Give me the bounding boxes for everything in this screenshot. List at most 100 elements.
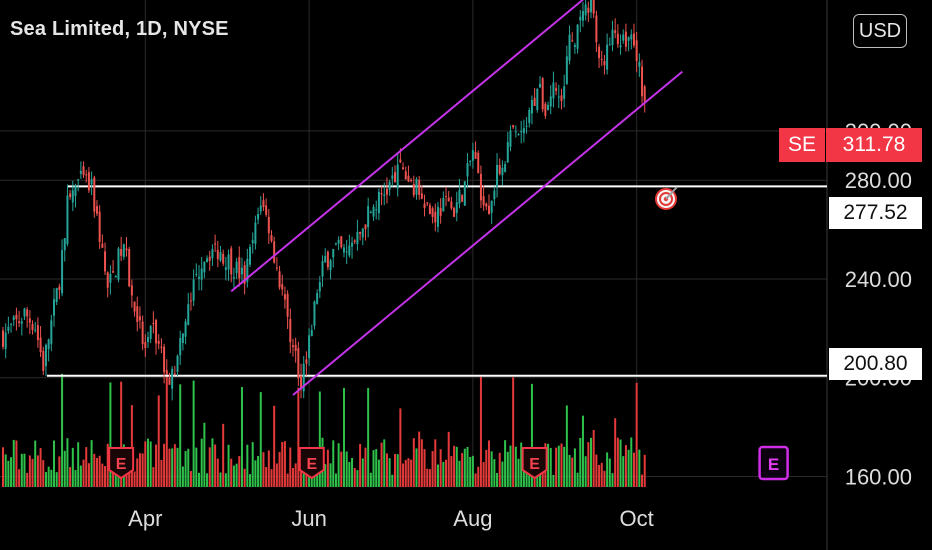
candle-body [106, 272, 109, 288]
volume-bar [458, 460, 461, 487]
volume-bar [4, 454, 7, 487]
candle-body [63, 238, 66, 251]
candle-body [165, 370, 168, 374]
time-axis[interactable]: Apr Jun Aug Oct [128, 506, 654, 531]
candle-body [15, 314, 18, 320]
candle-body [372, 207, 375, 217]
volume-bar [555, 447, 558, 487]
candle-body [141, 321, 144, 345]
earnings-marker[interactable] [521, 447, 548, 480]
volume-bar [581, 415, 584, 487]
candle-body [461, 195, 464, 202]
candle-body [184, 321, 187, 337]
upcoming-earnings-marker[interactable] [758, 445, 789, 481]
candle-body [375, 209, 378, 211]
volume-bar [630, 437, 633, 487]
volume-bar [36, 455, 39, 487]
volume-bar [184, 451, 187, 487]
volume-bar [104, 466, 107, 487]
candle-body [541, 78, 544, 110]
candle-body [552, 82, 555, 99]
candle-body [122, 244, 125, 257]
candle-body [160, 346, 163, 348]
volume-bar [93, 453, 96, 487]
candle-body [514, 131, 517, 133]
volume-bar [367, 388, 370, 487]
volume-bar [82, 459, 85, 487]
resistance-level-label[interactable]: 277.52 [829, 197, 922, 229]
candle-body [367, 206, 370, 228]
volume-bar [520, 442, 523, 487]
candle-body [522, 128, 525, 134]
volume-bar [611, 473, 614, 487]
candle-body [257, 213, 260, 220]
volume-bar [571, 457, 574, 487]
volume-bar [474, 473, 477, 487]
candle-body [334, 243, 337, 245]
candle-body [305, 359, 308, 364]
volume-bar [420, 439, 423, 487]
candle-body [436, 206, 439, 227]
candle-body [138, 316, 141, 321]
candle-body [171, 368, 174, 389]
candle-body [200, 268, 203, 280]
candle-body [69, 193, 72, 197]
volume-bar [47, 466, 50, 487]
candle-body [224, 267, 227, 270]
volume-bar [410, 459, 413, 487]
volume-bar [439, 449, 442, 487]
volume-bar [496, 473, 499, 487]
volume-bar [514, 446, 517, 487]
candle-body [632, 33, 635, 46]
support-level-label[interactable]: 200.80 [829, 348, 922, 380]
time-axis-tick: Jun [291, 506, 326, 531]
volume-bar [160, 459, 163, 487]
earnings-marker[interactable] [298, 447, 325, 480]
candle-body [278, 271, 281, 288]
candle-body [50, 320, 53, 344]
volume-bar [547, 443, 550, 487]
volume-bar [318, 391, 321, 487]
channel-lower-line[interactable] [292, 70, 683, 396]
trend-channel[interactable] [230, 0, 683, 396]
volume-bar [380, 442, 383, 487]
candle-body [235, 261, 238, 274]
candle-body [423, 203, 426, 208]
candle-body [485, 203, 488, 207]
currency-button[interactable]: USD [853, 14, 907, 48]
candle-body [28, 318, 31, 323]
volume-bar [141, 453, 144, 487]
price-axis-tick: 240.00 [845, 267, 912, 292]
volume-bar [222, 423, 225, 487]
candle-body [547, 104, 550, 110]
candle-body [598, 46, 601, 59]
volume-bar [466, 447, 469, 487]
volume-bar [560, 443, 563, 487]
candle-body [627, 37, 630, 41]
horizontal-levels[interactable] [47, 185, 827, 377]
candle-body [58, 286, 61, 291]
volume-bar [77, 442, 80, 487]
volume-bar [619, 439, 622, 487]
volume-bar [171, 448, 174, 487]
candle-body [265, 205, 268, 215]
candle-body [383, 194, 386, 196]
candle-body [283, 294, 286, 300]
candle-body [203, 261, 206, 273]
target-icon[interactable] [655, 186, 678, 210]
candle-body [643, 86, 646, 102]
earnings-marker[interactable] [108, 447, 135, 480]
candle-body [173, 373, 176, 376]
volume-bar [509, 445, 512, 487]
candle-body [394, 172, 397, 183]
candle-body [125, 248, 128, 251]
volume-bar [482, 462, 485, 487]
channel-upper-line[interactable] [230, 0, 615, 293]
candle-body [219, 252, 222, 261]
candle-body [482, 196, 485, 206]
candle-body [176, 355, 179, 372]
candle-body [66, 195, 69, 244]
